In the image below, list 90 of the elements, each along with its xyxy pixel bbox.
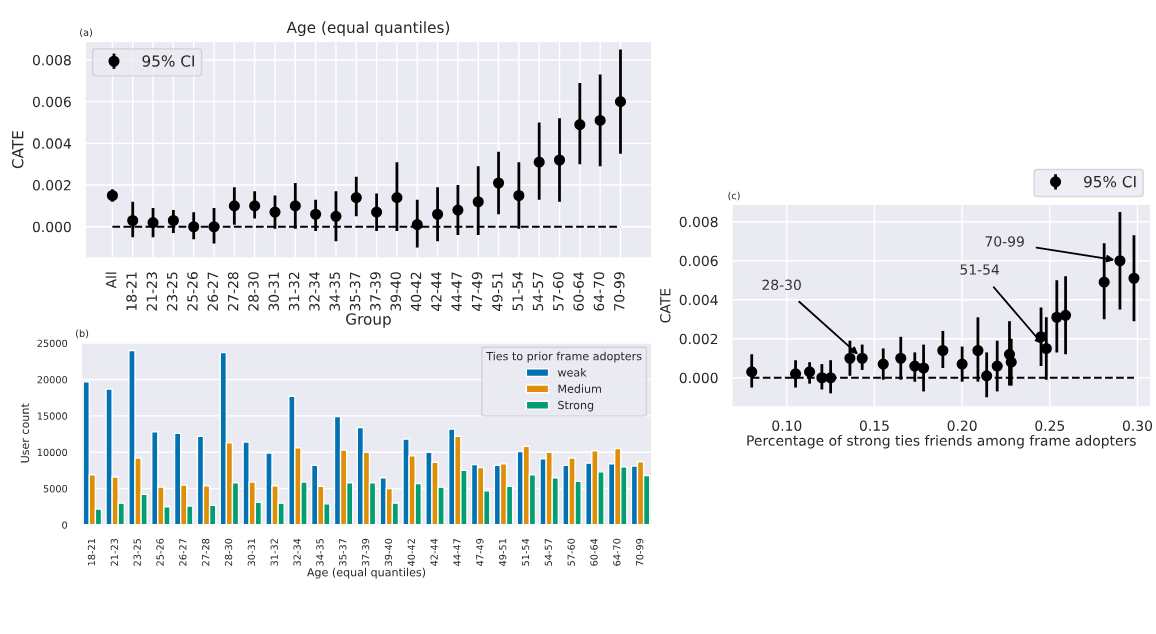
x-tick-label: 32-34 [309, 272, 320, 311]
x-tick-label: 27-28 [202, 538, 210, 566]
y-tick-label: 0.008 [679, 216, 718, 228]
y-tick-label: 0.006 [32, 96, 71, 108]
x-tick-label: 35-37 [349, 272, 361, 311]
x-tick-label: 18-21 [126, 272, 137, 311]
x-tick-label: 26-27 [179, 538, 187, 566]
x-tick-label: 35-37 [339, 538, 347, 566]
x-tick-label: 28-30 [248, 272, 259, 311]
chart-title: Age (equal quantiles) [286, 21, 450, 37]
x-tick-label: 64-70 [593, 272, 605, 311]
x-tick-label: 21-23 [146, 272, 158, 311]
y-axis-title: CATE [11, 131, 24, 169]
x-tick-label: 30-31 [268, 272, 280, 311]
x-tick-label: 21-23 [110, 538, 118, 566]
x-tick-label: 37-39 [370, 272, 381, 311]
x-tick-label: 31-32 [270, 539, 278, 566]
x-tick-label: 47-49 [476, 538, 484, 566]
x-tick-label: 57-60 [553, 272, 564, 311]
y-tick-label: 0.008 [32, 54, 71, 66]
y-tick-label: 0.000 [679, 372, 718, 384]
x-tick-label: All [105, 272, 117, 289]
annotation: 51-54 [960, 264, 1000, 275]
x-tick-label: 70-99 [614, 272, 625, 311]
x-tick-label: 0.20 [947, 420, 977, 431]
x-tick-label: 60-64 [590, 538, 598, 566]
x-tick-label: 23-25 [166, 272, 178, 311]
y-axis-title: CATE [660, 288, 671, 323]
y-axis-title: User count [20, 403, 30, 463]
x-tick-label: 0.30 [1122, 420, 1153, 431]
y-tick-label: 0.002 [32, 180, 71, 191]
annotation: 70-99 [985, 236, 1024, 247]
x-tick-label: 44-47 [451, 272, 462, 311]
x-tick-label: 18-21 [87, 539, 96, 566]
x-axis-title: Group [346, 313, 391, 328]
legend-label: 95% CI [1084, 175, 1136, 188]
x-tick-label: 47-49 [471, 272, 483, 311]
x-tick-label: 44-47 [453, 538, 461, 566]
x-tick-label: 42-44 [430, 538, 438, 566]
text: (a) [80, 28, 92, 38]
x-tick-label: 37-39 [361, 538, 370, 566]
x-tick-label: 30-31 [247, 539, 256, 566]
y-tick-label: 5000 [43, 485, 68, 493]
x-tick-label: 31-32 [288, 272, 300, 311]
x-tick-label: 54-57 [544, 538, 553, 566]
x-tick-label: 39-40 [384, 538, 393, 566]
x-axis-title: Age (equal quantiles) [306, 567, 426, 579]
y-tick-label: 10000 [37, 448, 68, 457]
y-tick-label: 0 [62, 521, 68, 529]
y-tick-label: 15000 [37, 412, 68, 420]
x-tick-label: 49-51 [498, 539, 507, 566]
y-tick-label: 25000 [37, 339, 68, 348]
legend-title: Ties to prior frame adopters [486, 351, 642, 363]
y-tick-label: 0.000 [32, 221, 71, 233]
x-tick-label: 60-64 [573, 272, 584, 311]
x-tick-label: 34-35 [329, 272, 340, 311]
x-tick-label: 26-27 [207, 272, 219, 311]
legend-label: Medium [558, 384, 601, 393]
x-tick-label: 70-99 [636, 538, 644, 566]
legend-label: 95% CI [142, 55, 194, 67]
x-tick-label: 57-60 [567, 538, 575, 566]
x-tick-label: 0.15 [859, 420, 889, 431]
y-tick-label: 0.002 [679, 333, 718, 345]
x-tick-label: 34-35 [316, 539, 324, 566]
x-axis-title: Percentage of strong ties friends among frame adopters [747, 435, 1136, 449]
x-tick-label: 25-26 [187, 272, 198, 311]
x-tick-label: 42-44 [431, 272, 442, 311]
x-tick-label: 49-51 [492, 272, 503, 311]
x-tick-label: 0.25 [1035, 420, 1065, 431]
x-tick-label: 64-70 [613, 538, 621, 566]
text: (c) [728, 191, 740, 201]
y-tick-label: 0.004 [679, 294, 718, 306]
legend-label: weak [557, 368, 587, 377]
legend-label: Strong [558, 400, 594, 412]
x-tick-label: 32-34 [293, 538, 301, 566]
y-tick-label: 20000 [37, 376, 68, 384]
x-tick-label: 0.10 [772, 420, 802, 431]
x-tick-label: 39-40 [390, 272, 401, 311]
x-tick-label: 51-54 [521, 538, 530, 566]
y-tick-label: 0.006 [679, 255, 718, 267]
x-tick-label: 25-26 [156, 538, 164, 566]
text: (b) [76, 329, 89, 339]
x-tick-label: 27-28 [227, 272, 239, 311]
x-tick-label: 28-30 [224, 538, 233, 566]
x-tick-label: 54-57 [532, 272, 544, 311]
x-tick-label: 23-25 [133, 539, 141, 566]
y-tick-label: 0.004 [32, 138, 71, 149]
x-tick-label: 40-42 [407, 539, 415, 566]
x-tick-label: 51-54 [512, 272, 523, 311]
x-tick-label: 40-42 [410, 272, 422, 311]
